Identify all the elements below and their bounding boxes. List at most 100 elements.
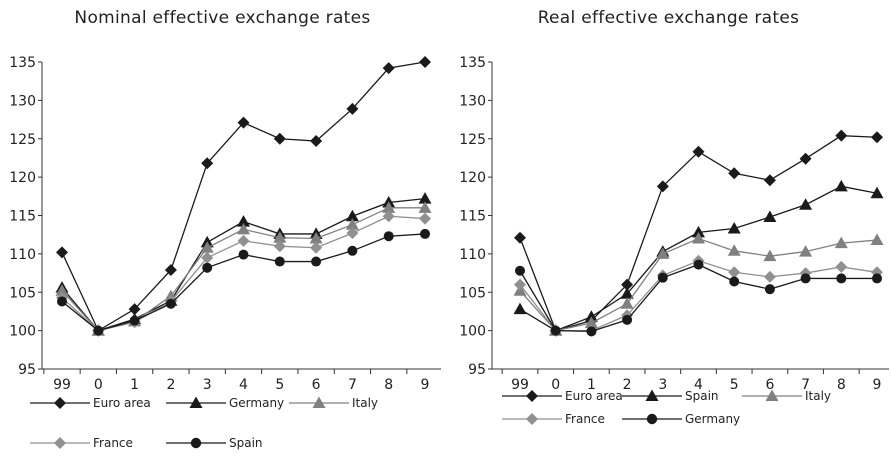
- legend-label: Spain: [685, 389, 719, 403]
- series-line: [519, 263, 877, 333]
- x-tick-label: 5: [275, 377, 284, 393]
- data-point: [347, 245, 358, 256]
- data-point: [237, 234, 250, 247]
- y-tick-label: 95: [18, 362, 36, 378]
- legend-item: France: [30, 436, 133, 450]
- data-point: [202, 262, 213, 273]
- legend-label: Euro area: [565, 389, 623, 403]
- data-point: [692, 232, 705, 244]
- data-point: [728, 266, 741, 279]
- chart-title: Real effective exchange rates: [537, 8, 800, 28]
- data-point: [872, 273, 882, 284]
- data-point: [309, 232, 323, 244]
- x-tick-label: 3: [203, 377, 212, 393]
- data-point: [871, 131, 883, 144]
- data-point: [584, 316, 598, 328]
- data-point: [763, 249, 777, 262]
- data-point: [201, 251, 214, 264]
- data-point: [418, 192, 432, 204]
- y-tick-label: 125: [9, 132, 36, 148]
- data-point: [345, 209, 359, 222]
- data-point: [418, 201, 432, 213]
- data-point: [55, 284, 69, 296]
- x-tick-label: 2: [623, 377, 632, 393]
- x-tick-label: 9: [873, 377, 882, 393]
- data-point: [835, 129, 848, 142]
- x-tick-label: 5: [730, 377, 739, 393]
- x-tick-label: 4: [239, 377, 248, 393]
- x-tick-label: 4: [694, 377, 703, 393]
- data-point: [56, 246, 68, 259]
- data-point: [383, 231, 394, 242]
- data-point: [382, 210, 395, 223]
- x-tick-label: 3: [658, 377, 667, 393]
- legend-swatch-diamond: [30, 437, 90, 449]
- data-point: [763, 174, 776, 187]
- data-point: [164, 263, 177, 276]
- nominal-chart-plot: 95 100 105 110 115 120 125 130 135 99 0 1 2 3 4 5 6 7 8 9: [9, 55, 441, 393]
- legend-swatch-circle: [622, 413, 682, 425]
- y-tick-label: 125: [459, 132, 486, 148]
- legend-item: Euro area: [30, 396, 151, 410]
- legend-item: Italy: [289, 396, 378, 410]
- y-tick-label: 115: [459, 209, 486, 225]
- x-tick-label: 1: [130, 377, 139, 393]
- legend-label: Germany: [229, 396, 285, 410]
- data-point: [165, 298, 176, 309]
- series-line: [61, 233, 426, 332]
- data-point: [799, 152, 812, 165]
- data-point: [513, 302, 527, 315]
- legend-swatch-triangle: [742, 389, 802, 401]
- legend-item: Germany: [622, 412, 740, 426]
- legend-item: Italy: [742, 389, 831, 403]
- data-point: [550, 325, 561, 336]
- real-chart-plot: 95 100 105 110 115 120 125 130 135 99 0 1 2 3 4 5 6 7 8 9: [459, 55, 889, 393]
- x-tick-label: 7: [348, 377, 357, 393]
- data-point: [515, 265, 525, 276]
- data-point: [346, 227, 359, 240]
- data-point: [346, 102, 359, 115]
- data-point: [273, 240, 286, 253]
- series-line: [61, 61, 426, 332]
- y-tick-label: 105: [9, 285, 36, 301]
- data-point: [238, 249, 249, 260]
- legend-label: France: [565, 412, 605, 426]
- data-point: [620, 297, 634, 309]
- data-point: [656, 247, 670, 259]
- x-tick-label: 8: [837, 377, 846, 393]
- y-tick-label: 95: [468, 362, 486, 378]
- y-tick-label: 135: [459, 55, 486, 71]
- data-point: [201, 157, 214, 170]
- data-point: [420, 228, 430, 239]
- data-point: [834, 236, 848, 249]
- x-tick-label: 8: [384, 377, 393, 393]
- data-point: [273, 231, 287, 243]
- data-point: [656, 180, 669, 193]
- x-tick-label: 6: [312, 377, 321, 393]
- legend-label: Euro area: [93, 396, 151, 410]
- y-tick-label: 135: [9, 55, 36, 71]
- data-point: [870, 233, 884, 246]
- series-line: [519, 237, 878, 332]
- data-point: [310, 241, 323, 254]
- data-point: [514, 278, 526, 291]
- legend-swatch-diamond: [502, 413, 562, 425]
- x-tick-label: 1: [587, 377, 596, 393]
- data-point: [800, 273, 811, 284]
- y-tick-label: 110: [459, 247, 486, 263]
- legend-label: Italy: [805, 389, 832, 403]
- y-tick-label: 100: [9, 324, 36, 340]
- x-tick-label: 99: [53, 377, 71, 393]
- data-point: [419, 56, 431, 68]
- legend-label: Spain: [229, 436, 263, 450]
- data-point: [693, 259, 704, 270]
- data-point: [728, 167, 741, 180]
- data-point: [692, 225, 705, 238]
- data-point: [870, 186, 884, 199]
- y-tick-label: 100: [459, 324, 486, 340]
- data-point: [799, 245, 813, 257]
- data-point: [237, 116, 250, 129]
- data-point: [727, 244, 741, 256]
- data-point: [345, 218, 359, 230]
- legend-swatch-diamond: [30, 397, 90, 409]
